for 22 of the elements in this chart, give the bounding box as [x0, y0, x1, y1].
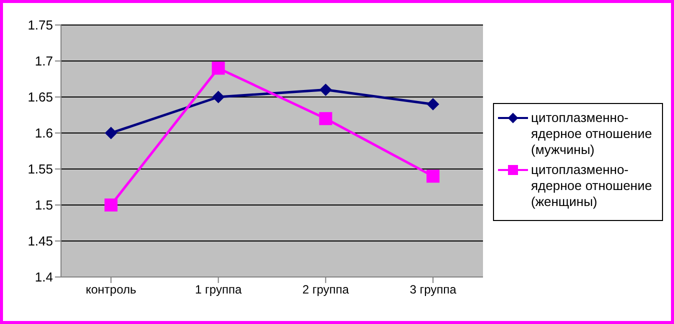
y-tick-label: 1.65: [28, 90, 53, 105]
point: [426, 170, 440, 183]
legend-label: цитоплазменно-ядерное отношение (женщины): [531, 162, 653, 210]
point: [105, 127, 117, 139]
y-tick-label: 1.75: [28, 18, 53, 33]
legend-label: цитоплазменно-ядерное отношение (мужчины): [531, 110, 653, 158]
x-tick-label: 3 группа: [410, 282, 457, 297]
point: [320, 84, 332, 96]
point: [104, 198, 118, 212]
y-tick-label: 1.7: [34, 54, 53, 69]
point: [319, 112, 332, 126]
x-tick-label: 2 группа: [302, 282, 350, 297]
y-tick-label: 1.6: [34, 126, 53, 141]
point: [212, 62, 225, 75]
x-tick-label: 1 группа: [195, 282, 242, 297]
point: [427, 98, 439, 110]
y-tick-label: 1.45: [28, 234, 53, 249]
x-tick-label: контроль: [86, 282, 136, 297]
y-tick-label: 1.4: [34, 270, 53, 285]
y-tick-label: 1.55: [28, 162, 53, 177]
point: [212, 91, 224, 103]
y-tick-label: 1.5: [34, 198, 53, 213]
